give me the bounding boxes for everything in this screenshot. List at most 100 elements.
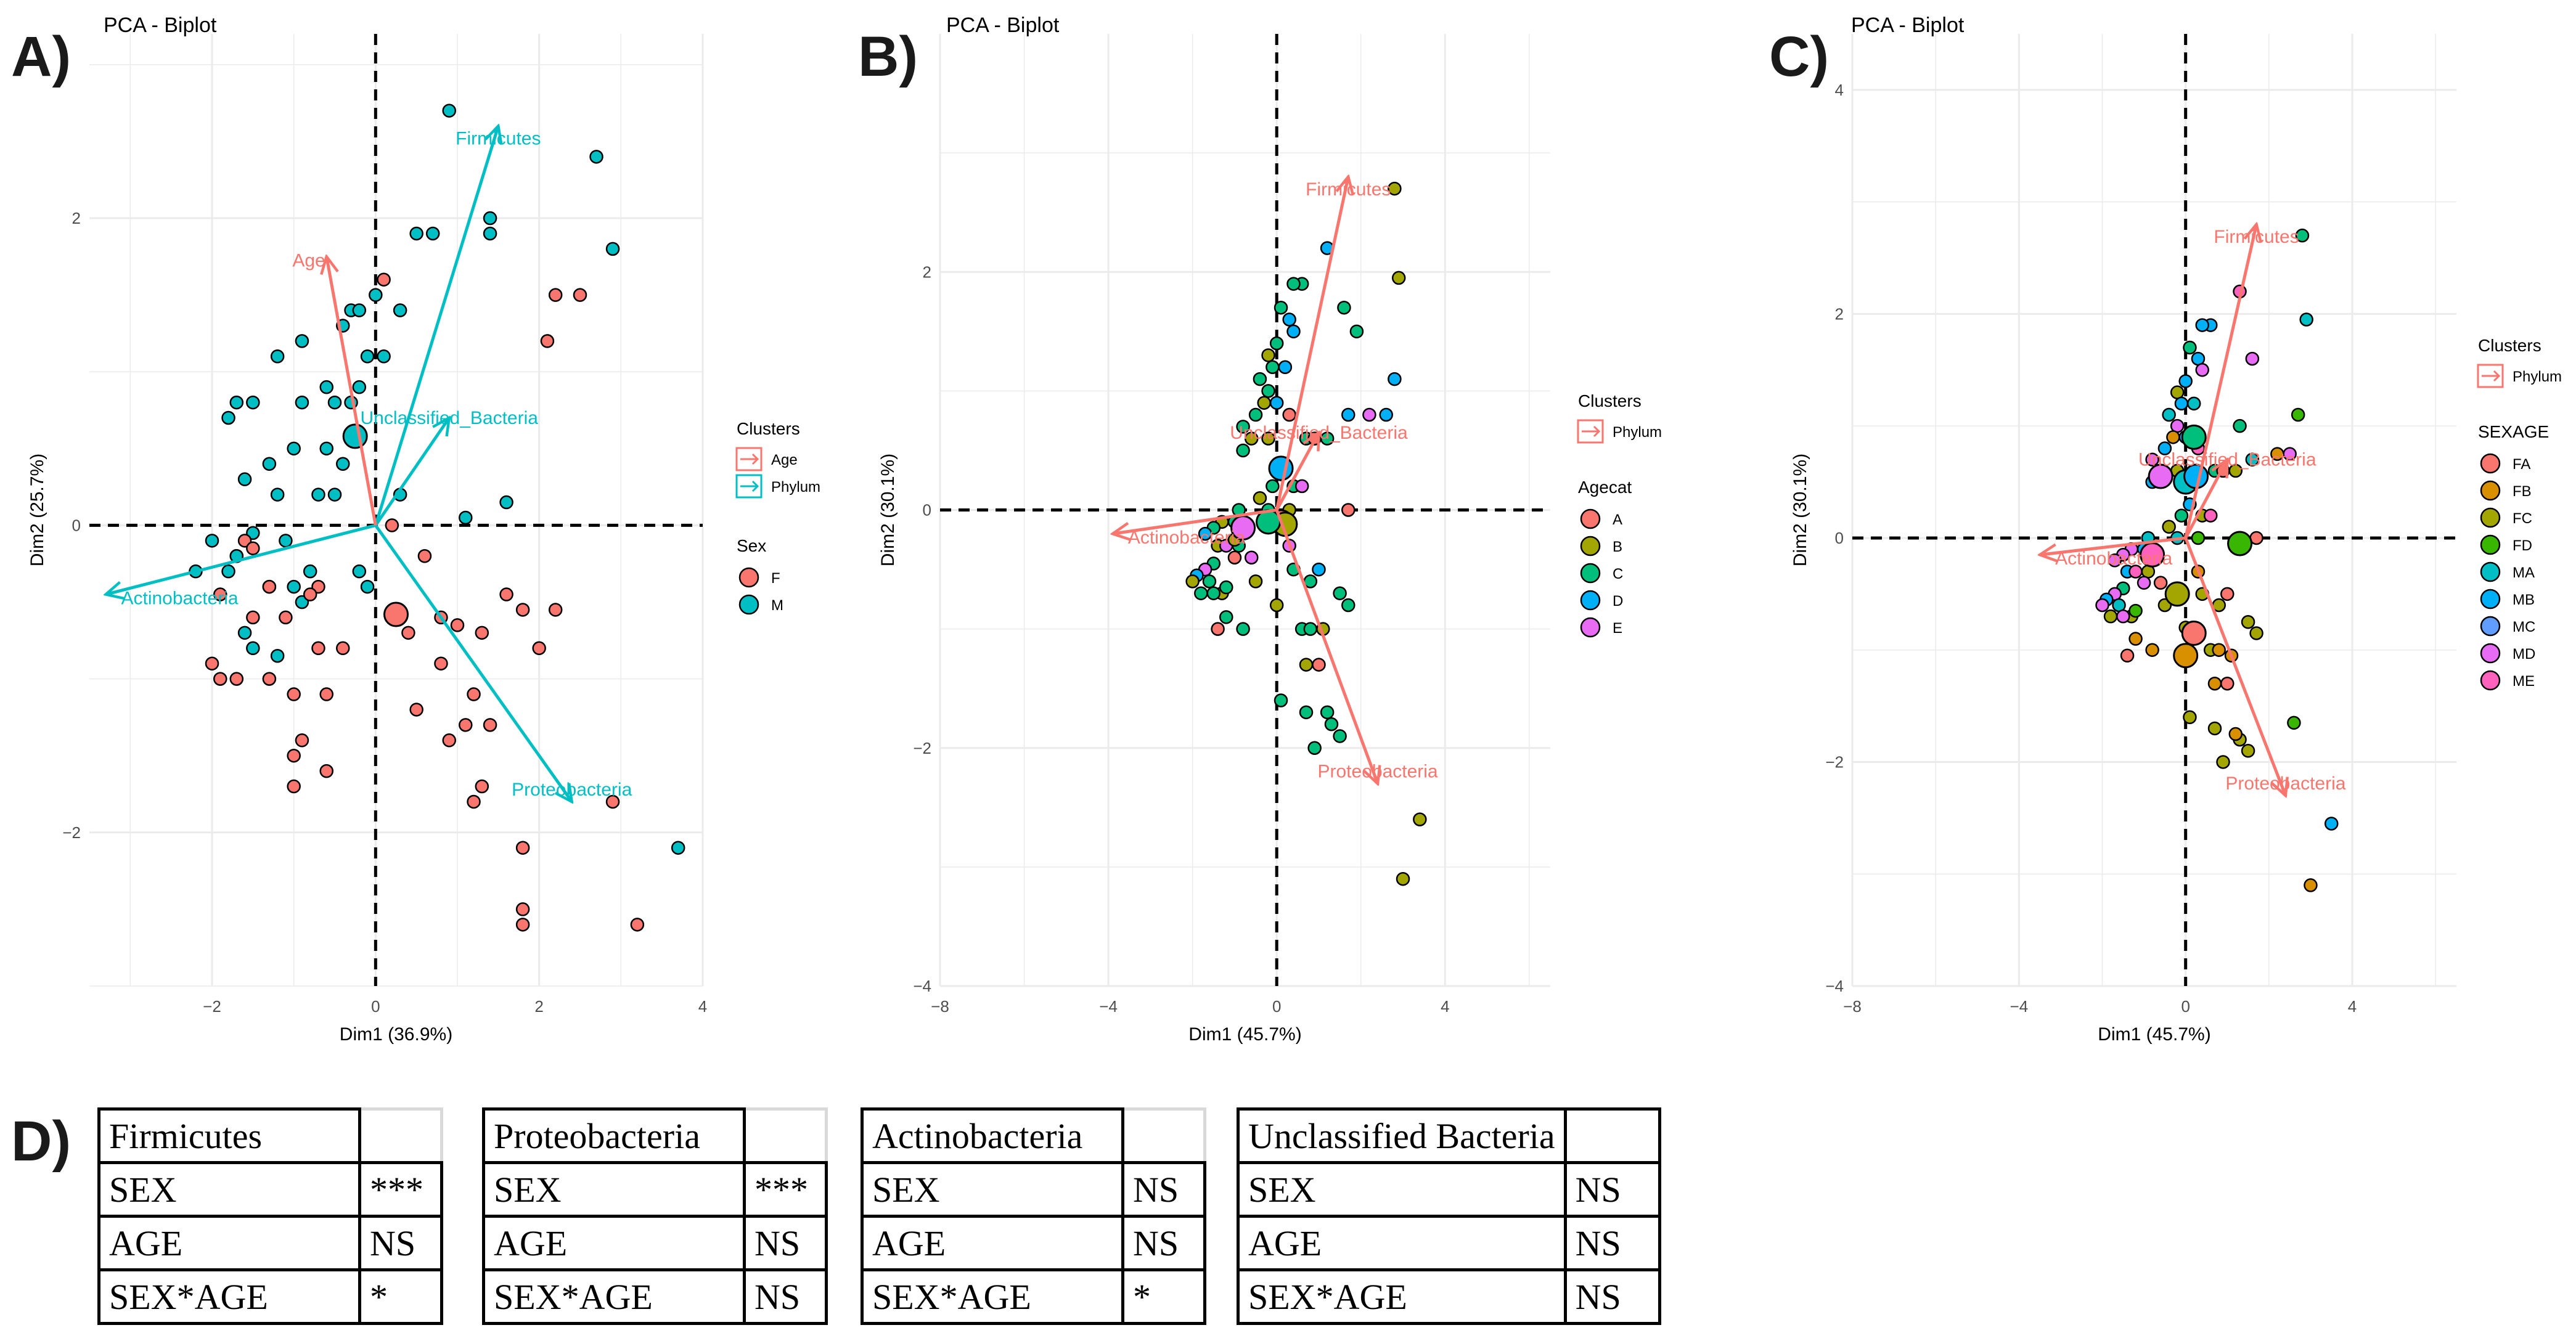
table-sig: * [358, 1268, 443, 1325]
data-point [442, 733, 456, 748]
legend-key [1580, 563, 1601, 584]
data-point [237, 472, 252, 486]
centroid-point [2181, 424, 2207, 450]
data-point [1236, 443, 1250, 458]
data-point [1206, 586, 1221, 600]
data-point [352, 564, 367, 579]
table-sig: NS [743, 1215, 828, 1271]
data-point [2103, 609, 2118, 624]
data-point [2295, 228, 2310, 243]
legend-key [2480, 453, 2501, 474]
data-point [2245, 351, 2260, 366]
table-title: Firmicutes [97, 1107, 361, 1164]
x-tick-label: −2 [203, 997, 221, 1016]
data-point [1391, 271, 1406, 285]
loading-label: Firmicutes [2214, 227, 2299, 247]
data-point [532, 641, 546, 656]
data-point [229, 395, 244, 410]
data-point [2120, 648, 2135, 663]
data-point [336, 641, 350, 656]
x-tick-label: 2 [534, 997, 543, 1016]
data-point [2136, 576, 2151, 590]
x-tick-label: 0 [1272, 997, 1281, 1016]
data-point [319, 687, 333, 701]
data-point [205, 534, 219, 548]
data-point [1286, 277, 1301, 291]
legend-title: Clusters [737, 419, 800, 438]
chart-title: PCA - Biplot [946, 14, 1060, 37]
data-point [360, 349, 375, 364]
table-sig: * [1121, 1268, 1206, 1325]
data-point [425, 226, 440, 241]
legend-label: A [1613, 512, 1622, 528]
chart-C: −8 −4 0 4 −4 −2 0 2 4 PCA - Biplot Dim1 (45.7%) Dim… [1790, 14, 2562, 1045]
data-point [483, 718, 497, 732]
table-unclassified-bacteria: Unclassified Bacteria SEX NS AGE NS SEX*AG… [1237, 1107, 1661, 1325]
table-sig: NS [1563, 1161, 1661, 1218]
data-point [2304, 878, 2318, 892]
data-point [1244, 550, 1259, 565]
data-point [1269, 336, 1284, 351]
data-point [2128, 603, 2143, 618]
data-point [2128, 632, 2143, 646]
data-point [2178, 374, 2193, 388]
data-point [352, 380, 367, 394]
legend-title: Clusters [1578, 391, 1642, 410]
data-point [1333, 729, 1347, 743]
data-point [393, 303, 407, 317]
legend: Clusters Phylum SEXAGE FA FB FC FD MA MB MC MD ME [2477, 336, 2562, 691]
data-point [630, 918, 645, 932]
data-point [377, 272, 391, 287]
legend-label: M [771, 597, 783, 614]
loading-arrow [374, 126, 498, 526]
legend-key [2480, 589, 2501, 609]
loading-label: Proteobacteria [512, 780, 632, 800]
data-point [2203, 508, 2218, 523]
data-point [360, 579, 375, 594]
x-tick-label: 0 [2181, 997, 2190, 1016]
legend-title: Sex [737, 536, 766, 555]
loading-label: Proteobacteria [2225, 773, 2345, 794]
data-point [467, 687, 481, 701]
data-point [295, 733, 309, 748]
data-point [475, 626, 489, 640]
x-tick-label: 4 [698, 997, 707, 1016]
table-factor: SEX*AGE [482, 1268, 746, 1325]
data-point [2249, 626, 2263, 640]
data-point [2095, 598, 2109, 613]
data-point [246, 641, 260, 656]
loading-label: Age [292, 250, 325, 271]
loading-label: Unclassified_Bacteria [360, 408, 538, 428]
data-point [270, 648, 285, 663]
data-point [1379, 407, 1393, 422]
data-point [1388, 181, 1402, 196]
centroid-point [2173, 643, 2199, 669]
data-point [2195, 363, 2209, 377]
y-tick-label: −2 [1825, 752, 1844, 771]
data-point [2116, 609, 2130, 624]
data-point [589, 150, 603, 164]
data-point [2287, 715, 2301, 730]
x-tick-label: −4 [1099, 997, 1118, 1016]
data-point [1202, 574, 1217, 589]
legend-label: C [1613, 566, 1623, 582]
table-factor: AGE [97, 1215, 361, 1271]
loading-label: Unclassified_Bacteria [1230, 423, 1408, 443]
data-point [1282, 312, 1296, 327]
data-point [483, 211, 497, 226]
data-point [2174, 396, 2189, 411]
loading-arrow [1275, 509, 1378, 784]
data-point [450, 618, 465, 632]
data-point [1244, 431, 1259, 446]
legend-label: MA [2513, 565, 2535, 581]
legend-key [1580, 590, 1601, 611]
data-point [1236, 420, 1250, 434]
data-point [327, 395, 342, 410]
loading-arrow [1113, 508, 1277, 534]
data-point [352, 303, 367, 317]
data-point [2241, 615, 2255, 629]
y-tick-label: −4 [1825, 977, 1844, 995]
data-point [2183, 340, 2197, 355]
data-point [221, 410, 235, 425]
data-point [2183, 710, 2197, 725]
